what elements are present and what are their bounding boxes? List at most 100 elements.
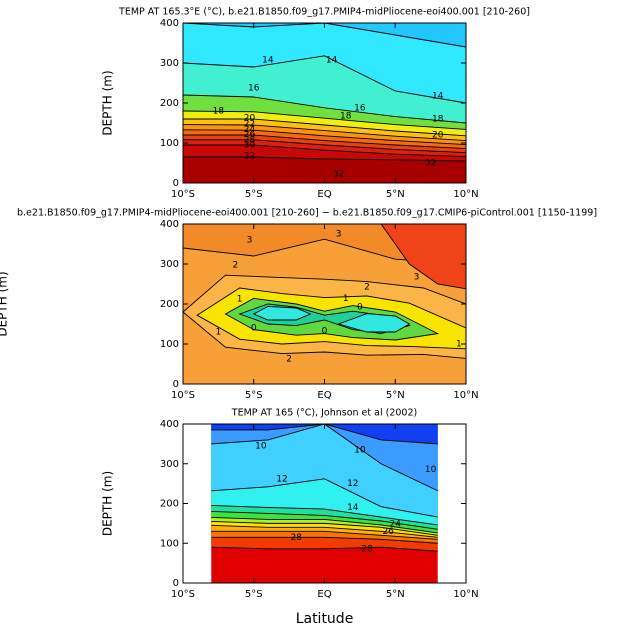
contour-label: 20 (244, 114, 256, 124)
isotherm (211, 511, 438, 530)
contour-label: 26 (382, 527, 394, 537)
contour-label: 0 (322, 327, 328, 337)
x-axis-label: Latitude (296, 611, 354, 627)
y-tick-label: 300 (160, 58, 179, 69)
contour-label: 0 (251, 324, 257, 334)
x-tick-label: 10°N (453, 189, 478, 200)
temperature-band (183, 23, 466, 103)
panel-title: TEMP AT 165 (°C), Johnson et al (2002) (231, 408, 417, 419)
isotherm (183, 156, 466, 162)
isotherm (183, 129, 466, 146)
y-tick-label: 200 (160, 499, 179, 510)
y-tick-label: 300 (160, 459, 179, 470)
contour-label: 3 (247, 236, 253, 246)
y-tick-label: 200 (160, 98, 179, 109)
isotherm (211, 520, 438, 536)
contour-label: 10 (354, 445, 366, 455)
contour-label: 2 (232, 260, 238, 270)
contour-label: 32 (425, 159, 436, 169)
y-tick-label: 400 (160, 18, 179, 29)
isotherm (183, 144, 466, 158)
difference-region (337, 313, 411, 333)
temperature-band (211, 424, 438, 444)
contour-label: 28 (361, 544, 373, 554)
contour-label: 32 (333, 170, 344, 180)
x-tick-label: EQ (317, 390, 331, 401)
isotherm (183, 94, 466, 124)
y-tick-label: 100 (160, 538, 179, 549)
isotherm (211, 424, 438, 445)
contour-label: 12 (276, 474, 287, 484)
x-tick-label: 10°S (171, 390, 195, 401)
panel-title: TEMP AT 165.3°E (°C), b.e21.B1850.f09_g1… (118, 7, 530, 18)
contour-label: 10 (255, 441, 267, 451)
isotherm (183, 23, 466, 48)
x-tick-label: 10°S (171, 189, 195, 200)
contour-label: 2 (286, 354, 292, 364)
isotherm (183, 139, 466, 154)
contour-label: 18 (340, 111, 352, 121)
contour-label: 1 (456, 340, 462, 350)
y-tick-label: 200 (160, 299, 179, 310)
y-tick-label: 0 (173, 178, 179, 189)
temperature-band (183, 23, 466, 47)
contour-label: 0 (357, 303, 363, 313)
contour-label: 18 (432, 115, 444, 125)
y-axis-label: DEPTH (m) (0, 271, 10, 336)
contour-label: 14 (262, 55, 274, 65)
x-tick-label: 5°S (245, 390, 263, 401)
temperature-band (211, 424, 438, 491)
contour-label: 10 (425, 465, 437, 475)
contour-label: 14 (326, 55, 338, 65)
isotherm (211, 424, 438, 492)
contour-label: 16 (354, 103, 366, 113)
contour-label: 22 (244, 120, 255, 130)
x-tick-label: 5°S (245, 189, 263, 200)
y-tick-label: 100 (160, 138, 179, 149)
contour-label: 32 (244, 151, 255, 161)
isotherm (211, 546, 438, 552)
y-tick-label: 300 (160, 259, 179, 270)
isotherm (211, 524, 438, 538)
x-tick-label: 5°N (386, 390, 405, 401)
contour-label: 16 (248, 83, 260, 93)
contour-label: 24 (390, 520, 402, 530)
y-tick-label: 400 (160, 419, 179, 430)
isotherm (183, 118, 466, 137)
y-tick-label: 0 (173, 379, 179, 390)
x-tick-label: 10°S (171, 589, 195, 600)
contour-label: 30 (244, 141, 256, 151)
difference-region (252, 305, 312, 321)
x-tick-label: 10°N (453, 390, 478, 401)
contour-label: 14 (347, 503, 359, 513)
x-tick-label: EQ (317, 589, 331, 600)
contour-label: 26 (244, 130, 256, 140)
contour-label: 3 (414, 272, 420, 282)
isotherm (211, 516, 438, 534)
contour-label: 18 (213, 107, 225, 117)
isotherm (211, 530, 438, 540)
y-tick-label: 400 (160, 219, 179, 230)
contour-label: 1 (237, 294, 243, 304)
isotherm (211, 478, 438, 518)
x-tick-label: 5°N (386, 589, 405, 600)
contour-label: 14 (432, 91, 444, 101)
y-axis-label: DEPTH (m) (101, 70, 115, 135)
x-tick-label: 5°N (386, 189, 405, 200)
isotherm (211, 505, 438, 526)
x-tick-label: 10°N (453, 589, 478, 600)
isotherm (183, 55, 466, 104)
contour-label: 12 (347, 479, 358, 489)
contour-label: 20 (432, 131, 444, 141)
y-tick-label: 0 (173, 578, 179, 589)
contour-label: 2 (364, 282, 370, 292)
contour-label: 28 (290, 533, 302, 543)
difference-region (380, 224, 466, 290)
